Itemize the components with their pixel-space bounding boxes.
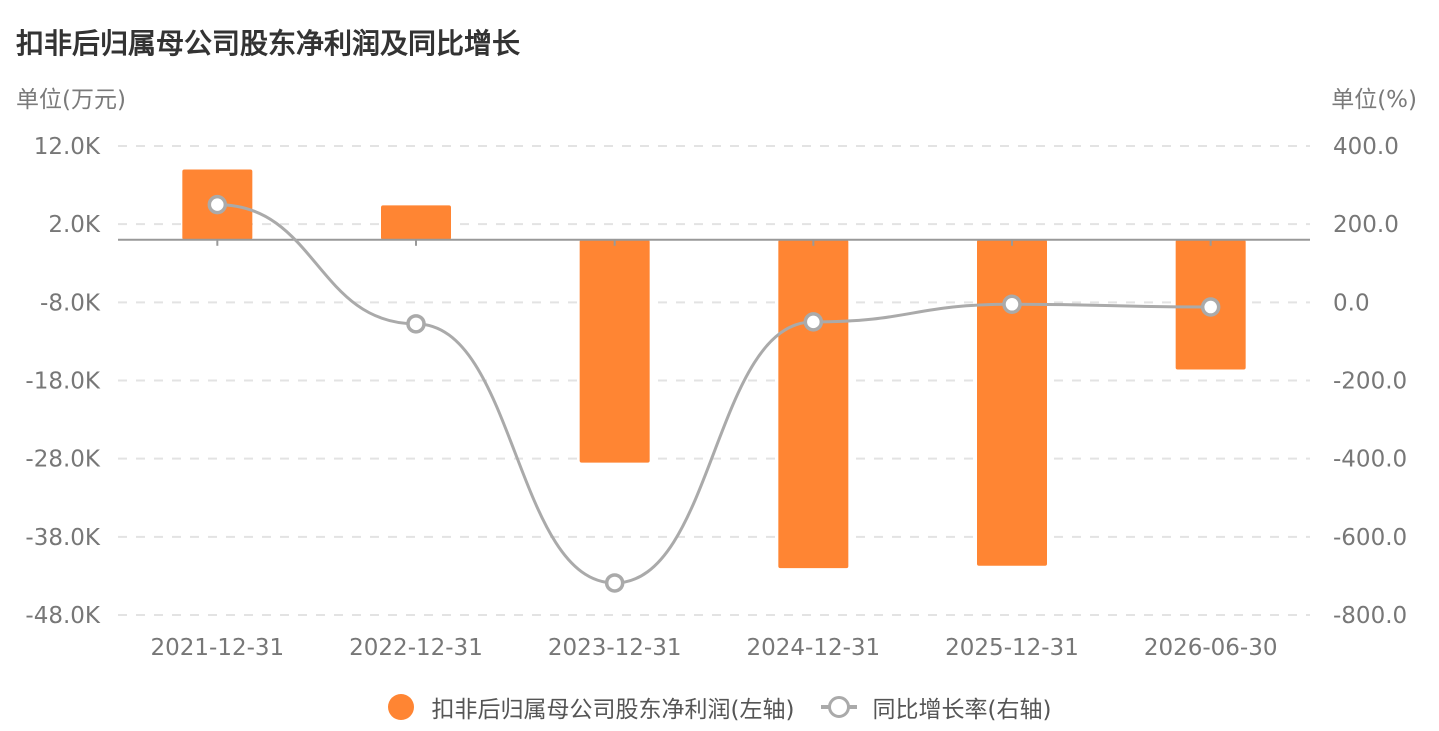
left-axis-tick-label: -8.0K [40, 290, 101, 316]
legend-item-bar-series[interactable]: 扣非后归属母公司股东净利润(左轴) [387, 690, 795, 724]
chart-legend: 扣非后归属母公司股东净利润(左轴) 同比增长率(右轴) [0, 690, 1439, 724]
growth-rate-point [1002, 294, 1022, 315]
right-axis-tick-label: -400.0 [1333, 447, 1407, 473]
growth-rate-line [217, 203, 1211, 585]
left-axis-tick-label: -48.0K [25, 603, 101, 629]
legend-line-swatch [820, 694, 857, 720]
right-axis-unit: 单位(%) [1331, 87, 1417, 113]
legend-bar-label: 扣非后归属母公司股东净利润(左轴) [431, 697, 795, 723]
x-axis-category-label: 2025-12-31 [945, 635, 1079, 661]
right-axis-tick-label: 400.0 [1333, 134, 1399, 160]
right-axis-tick-label: -600.0 [1333, 525, 1407, 551]
left-axis-unit: 单位(万元) [16, 87, 126, 113]
bar [778, 239, 849, 569]
right-axis-tick-label: 0.0 [1333, 290, 1370, 316]
chart-title: 扣非后归属母公司股东净利润及同比增长 [16, 27, 521, 60]
legend-line-label: 同比增长率(右轴) [872, 697, 1052, 723]
bar [977, 239, 1047, 566]
growth-rate-point [803, 312, 824, 332]
x-axis-category-label: 2021-12-31 [150, 635, 284, 661]
left-axis-tick-label: 2.0K [48, 212, 101, 238]
right-axis-tick-label: 200.0 [1333, 212, 1399, 238]
growth-rate-point [207, 194, 228, 215]
x-axis-category-label: 2026-06-30 [1144, 635, 1278, 661]
left-axis-tick-label: -18.0K [25, 369, 101, 395]
legend-bar-swatch [387, 694, 414, 720]
left-axis-tick-label: -28.0K [25, 447, 101, 473]
growth-rate-point [406, 314, 426, 334]
bar [381, 205, 451, 240]
growth-rate-point [604, 573, 625, 593]
growth-rate-point [1200, 297, 1221, 317]
bar [579, 239, 650, 463]
x-axis-category-label: 2023-12-31 [548, 635, 682, 661]
legend-item-line-series[interactable]: 同比增长率(右轴) [795, 690, 1052, 724]
x-axis-category-label: 2022-12-31 [349, 635, 483, 661]
left-axis-tick-label: -38.0K [25, 525, 101, 551]
right-axis-tick-label: -800.0 [1333, 603, 1407, 629]
right-axis-tick-label: -200.0 [1333, 369, 1407, 395]
x-axis-category-label: 2024-12-31 [746, 635, 880, 661]
left-axis-tick-label: 12.0K [34, 134, 101, 160]
